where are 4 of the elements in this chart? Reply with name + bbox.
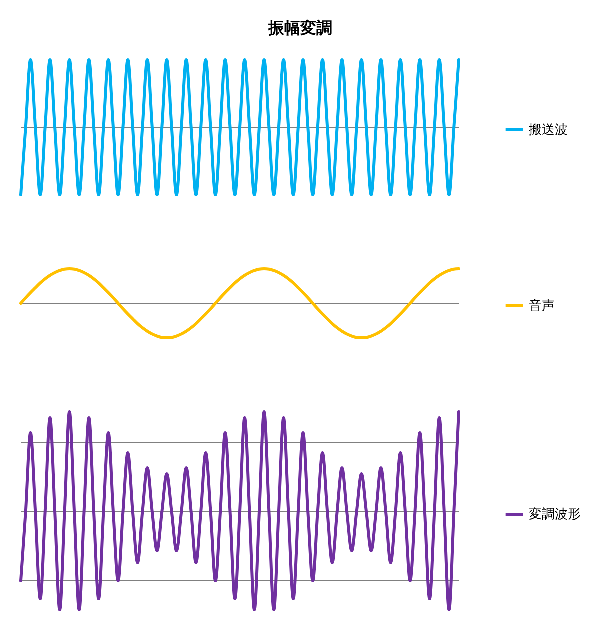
legend-label: 搬送波	[529, 123, 568, 138]
chart-title: 振幅変調	[267, 18, 332, 38]
legend-label: 音声	[529, 299, 555, 314]
legend-label: 変調波形	[529, 506, 581, 522]
